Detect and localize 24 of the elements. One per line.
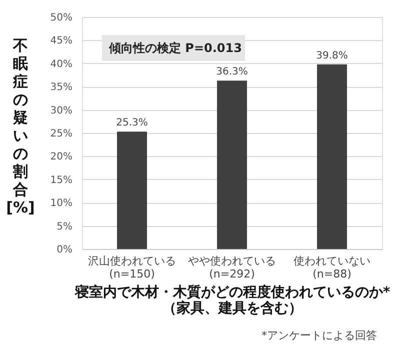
y-tick-label: 50%	[50, 12, 72, 24]
y-tick-label: 40%	[50, 58, 72, 70]
data-label: 39.8%	[316, 50, 348, 62]
annotation: 傾向性の検定 P=0.013	[108, 41, 242, 55]
y-tick-label: 5%	[56, 221, 72, 232]
x-tick-label: やや使われている (n=292)	[188, 254, 276, 280]
y-tick-label: 0%	[56, 244, 72, 256]
y-tick-label: 10%	[50, 198, 72, 210]
y-tick-label: 30%	[50, 105, 72, 116]
y-tick-label: 15%	[50, 174, 72, 186]
data-label: 36.3%	[216, 66, 248, 78]
text: *アンケートによる回答	[262, 329, 377, 342]
data-label: 25.3%	[116, 118, 148, 129]
y-tick-label: 20%	[50, 152, 72, 163]
bar	[117, 132, 147, 249]
bar	[217, 80, 247, 249]
text: 不眠症の疑いの割合 [%]	[6, 36, 35, 216]
bar	[317, 64, 347, 249]
x-tick-label: 使われていない (n=88)	[294, 254, 370, 280]
x-axis-title: 寝室内で木材・木質がどの程度使われているのか* （家具、建具を含む）	[74, 284, 391, 316]
x-tick-label: 沢山使われている (n=150)	[88, 254, 176, 280]
y-tick-label: 35%	[50, 82, 72, 94]
y-tick-label: 25%	[50, 128, 72, 140]
y-tick-label: 45%	[50, 36, 72, 47]
